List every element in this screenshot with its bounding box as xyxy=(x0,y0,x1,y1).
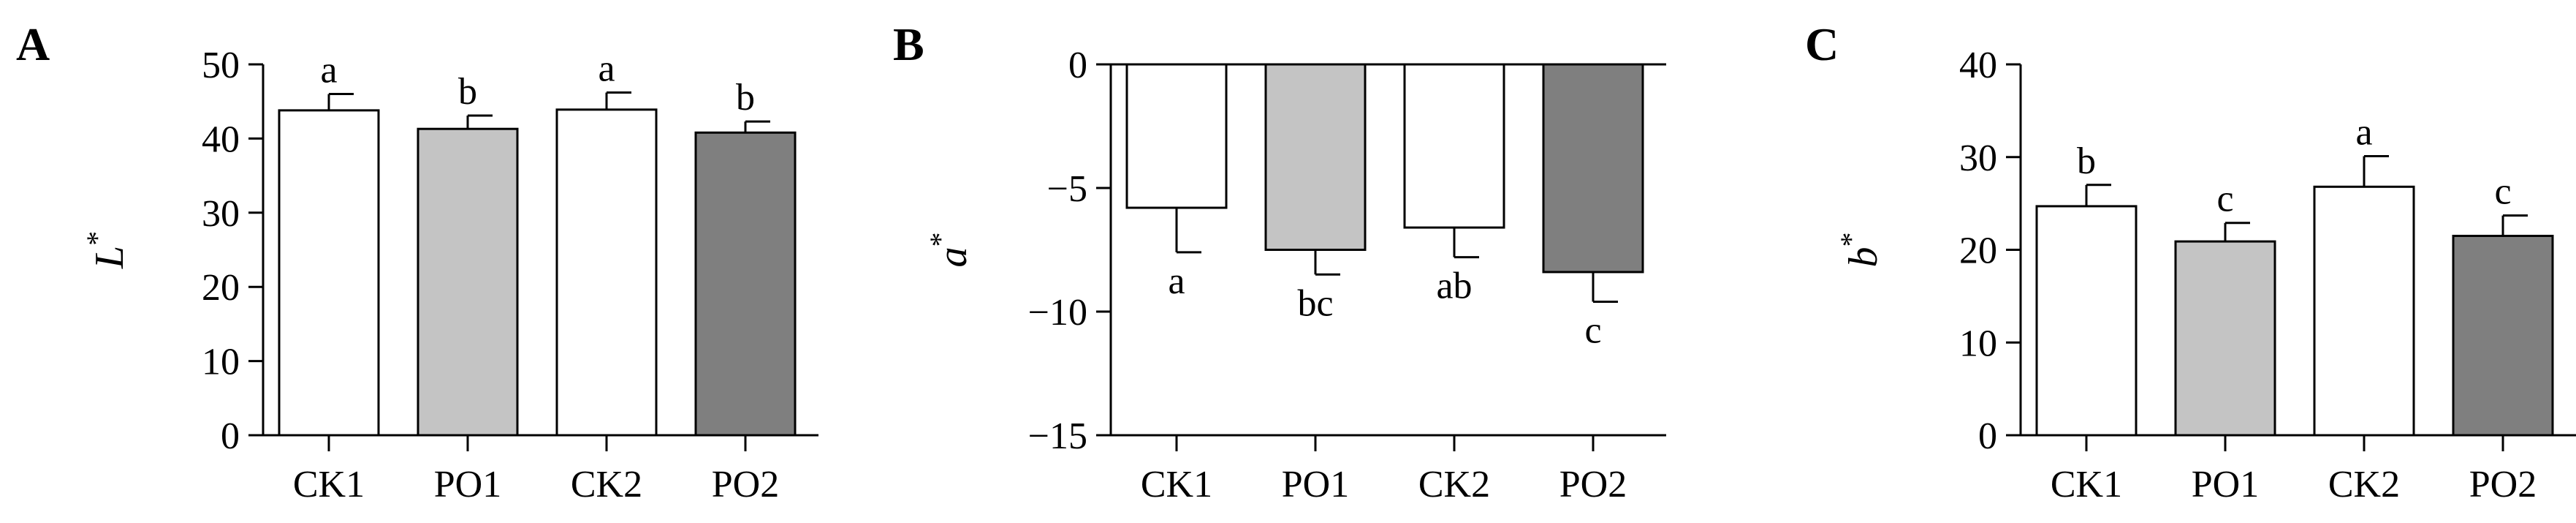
bar xyxy=(2313,185,2415,437)
y-tick-label: 20 xyxy=(1959,230,1997,272)
significance-label: a xyxy=(2355,111,2372,153)
y-tick-label: 30 xyxy=(1959,138,1997,179)
bar xyxy=(2174,240,2276,437)
y-tick-label: 30 xyxy=(202,193,240,235)
bar xyxy=(1264,63,1367,251)
y-axis-label-main: a xyxy=(930,247,976,268)
bar xyxy=(278,109,380,437)
y-axis-label: a* xyxy=(924,233,976,268)
significance-label: c xyxy=(1584,309,1601,351)
x-tick-label: PO2 xyxy=(712,464,779,505)
significance-label: a xyxy=(598,48,615,90)
significance-label: a xyxy=(320,50,337,91)
y-tick-label: 0 xyxy=(1978,415,1997,457)
y-tick-label: −5 xyxy=(1047,168,1087,210)
significance-label: b xyxy=(458,71,477,113)
x-tick-label: CK2 xyxy=(2328,464,2400,505)
x-tick-label: PO1 xyxy=(2192,464,2259,505)
significance-label: b xyxy=(736,77,755,118)
bar xyxy=(1403,63,1505,229)
y-tick-label: −10 xyxy=(1028,292,1087,334)
x-tick-label: PO1 xyxy=(1282,464,1349,505)
y-axis-label-main: L xyxy=(87,246,132,269)
y-tick-label: 50 xyxy=(202,45,240,86)
y-tick-label: 10 xyxy=(1959,323,1997,364)
bar xyxy=(1125,63,1228,209)
panel-letter: A xyxy=(16,18,50,70)
y-tick-label: 40 xyxy=(1959,45,1997,86)
x-tick-label: CK1 xyxy=(2051,464,2122,505)
bar xyxy=(417,127,519,437)
x-tick-label: PO1 xyxy=(434,464,501,505)
significance-label: a xyxy=(1168,260,1185,302)
x-tick-label: CK1 xyxy=(293,464,365,505)
significance-label: bc xyxy=(1297,282,1333,324)
y-axis-label-superscript: * xyxy=(80,231,113,246)
y-tick-label: 10 xyxy=(202,342,240,383)
y-tick-label: 20 xyxy=(202,267,240,309)
bar xyxy=(2035,205,2138,437)
x-tick-label: CK2 xyxy=(571,464,642,505)
y-tick-label: −15 xyxy=(1028,415,1087,457)
bar xyxy=(555,108,658,437)
x-tick-label: PO2 xyxy=(2469,464,2537,505)
significance-label: c xyxy=(2216,178,2233,220)
panel-letter: C xyxy=(1805,18,1839,70)
y-tick-label: 40 xyxy=(202,118,240,160)
x-tick-label: PO2 xyxy=(1559,464,1627,505)
y-axis-label: L* xyxy=(80,231,132,269)
bar xyxy=(1542,63,1644,274)
bar xyxy=(694,131,797,437)
y-axis-label: b* xyxy=(1834,233,1886,268)
significance-label: ab xyxy=(1436,266,1472,307)
y-axis-label-superscript: * xyxy=(1834,233,1867,247)
y-tick-label: 0 xyxy=(1068,45,1087,86)
significance-label: b xyxy=(2077,140,2096,182)
significance-label: c xyxy=(2494,171,2511,213)
x-tick-label: CK2 xyxy=(1418,464,1490,505)
chart-panel-a: A 0 10 20 30 40 50 L* a CK1 b PO1 a CK2 b PO2 xyxy=(16,18,818,505)
panel-letter: B xyxy=(893,18,924,70)
bar xyxy=(2452,234,2554,437)
x-tick-label: CK1 xyxy=(1141,464,1212,505)
y-axis-label-superscript: * xyxy=(924,233,957,247)
y-tick-label: 0 xyxy=(221,415,240,457)
y-axis-label-main: b xyxy=(1841,247,1886,268)
